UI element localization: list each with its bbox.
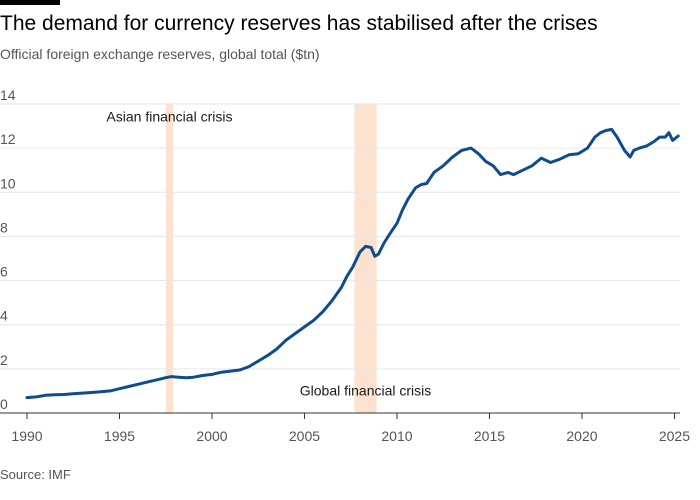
y-tick-label: 8: [0, 219, 8, 235]
chart-title: The demand for currency reserves has sta…: [0, 12, 598, 35]
brand-bar: [0, 0, 60, 5]
x-axis-ticks: 1990 1995 2000 2005 2010 2015 2020 2025: [11, 413, 690, 444]
y-tick-label: 0: [0, 396, 8, 412]
x-tick-label: 2010: [381, 428, 412, 444]
chart-subtitle: Official foreign exchange reserves, glob…: [0, 46, 320, 62]
annotation-global-crisis: Global financial crisis: [300, 382, 432, 398]
y-tick-label: 10: [0, 175, 16, 191]
x-tick-label: 1995: [104, 428, 135, 444]
y-tick-label: 6: [0, 264, 8, 280]
crisis-band-0: [165, 104, 174, 413]
crisis-bands: [165, 104, 377, 413]
y-tick-label: 14: [0, 87, 16, 103]
y-tick-label: 4: [0, 308, 8, 324]
gridlines: [0, 103, 680, 414]
x-tick-label: 2000: [196, 428, 227, 444]
crisis-band-1: [354, 104, 377, 413]
y-axis-ticks: 0 2 4 6 8 10 12 14: [0, 87, 16, 412]
y-tick-label: 2: [0, 352, 8, 368]
x-tick-label: 2005: [289, 428, 320, 444]
crisis-annotations: Asian financial crisis Global financial c…: [106, 109, 431, 399]
x-tick-label: 2015: [474, 428, 505, 444]
series-line-0: [25, 127, 680, 400]
x-tick-label: 2020: [566, 428, 597, 444]
series-lines: [25, 127, 680, 400]
x-tick-label: 1990: [11, 428, 42, 444]
x-tick-label: 2025: [659, 428, 690, 444]
annotation-asian-crisis: Asian financial crisis: [106, 109, 232, 125]
source-note: Source: IMF: [0, 467, 71, 482]
y-tick-label: 12: [0, 131, 16, 147]
